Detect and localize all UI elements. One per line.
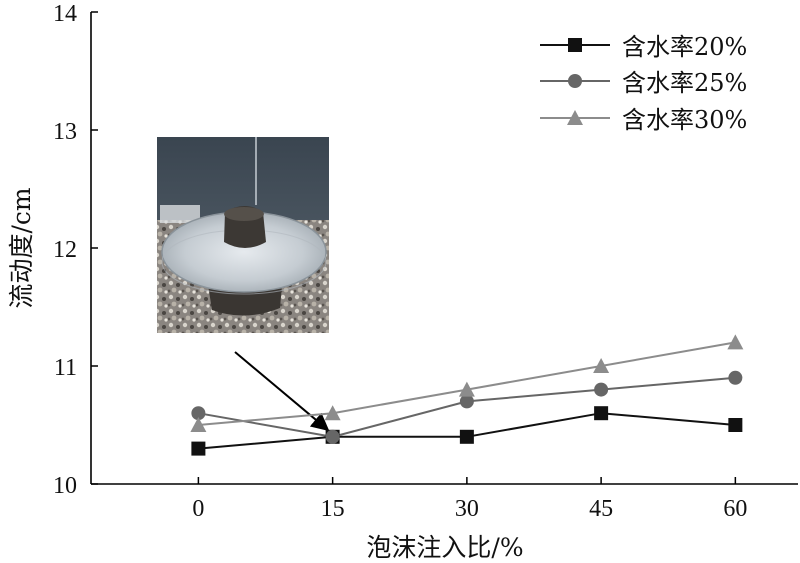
data-point-series-2	[458, 381, 475, 397]
legend-item-series-0: 含水率20%	[540, 33, 747, 61]
legend-item-series-1: 含水率25%	[540, 69, 747, 97]
y-tick-label: 10	[53, 473, 77, 499]
legend-label: 含水率30%	[622, 106, 747, 134]
series-layer	[190, 334, 744, 456]
legend: 含水率20% 含水率25% 含水率30%	[540, 33, 747, 134]
data-point-series-2	[727, 334, 744, 350]
data-point-series-1	[325, 429, 340, 444]
data-point-series-0	[594, 406, 609, 421]
y-tick-label: 11	[54, 355, 77, 381]
data-point-series-2	[593, 358, 610, 373]
x-tick-label: 60	[723, 496, 747, 522]
y-tick-label: 12	[53, 237, 77, 263]
x-tick-label: 45	[589, 496, 613, 522]
data-point-series-1	[728, 370, 743, 385]
data-point-series-2	[324, 405, 341, 421]
y-axis-ticks: 10 11 12 13 14	[53, 1, 98, 499]
x-axis-ticks: 0 15 30 45 60	[192, 477, 747, 522]
data-point-series-0	[728, 418, 743, 432]
data-point-series-0	[459, 429, 474, 444]
legend-item-series-2: 含水率30%	[540, 106, 747, 134]
y-axis-title: 流动度/cm	[7, 187, 36, 308]
data-point-series-2	[190, 417, 207, 432]
y-tick-label: 14	[53, 1, 77, 27]
legend-label: 含水率25%	[622, 69, 747, 97]
data-point-series-1	[459, 394, 474, 409]
data-point-series-1	[594, 382, 609, 397]
data-point-series-1	[191, 406, 206, 421]
y-tick-label: 13	[53, 119, 77, 145]
inset-photo	[157, 137, 329, 333]
x-tick-label: 30	[455, 496, 479, 522]
data-point-series-0	[191, 441, 206, 456]
legend-label: 含水率20%	[622, 33, 747, 61]
x-tick-label: 0	[192, 496, 204, 522]
x-axis-title: 泡沫注入比/%	[366, 533, 523, 562]
x-tick-label: 15	[321, 496, 345, 522]
